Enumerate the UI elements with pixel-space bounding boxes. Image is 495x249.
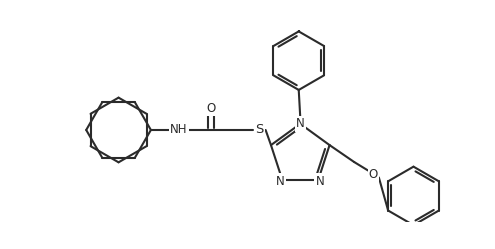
Text: NH: NH <box>170 124 188 136</box>
Text: N: N <box>296 117 304 130</box>
Text: S: S <box>255 124 264 136</box>
Text: N: N <box>315 175 324 187</box>
Text: N: N <box>276 175 285 187</box>
Text: O: O <box>206 102 216 115</box>
Text: O: O <box>369 168 378 181</box>
